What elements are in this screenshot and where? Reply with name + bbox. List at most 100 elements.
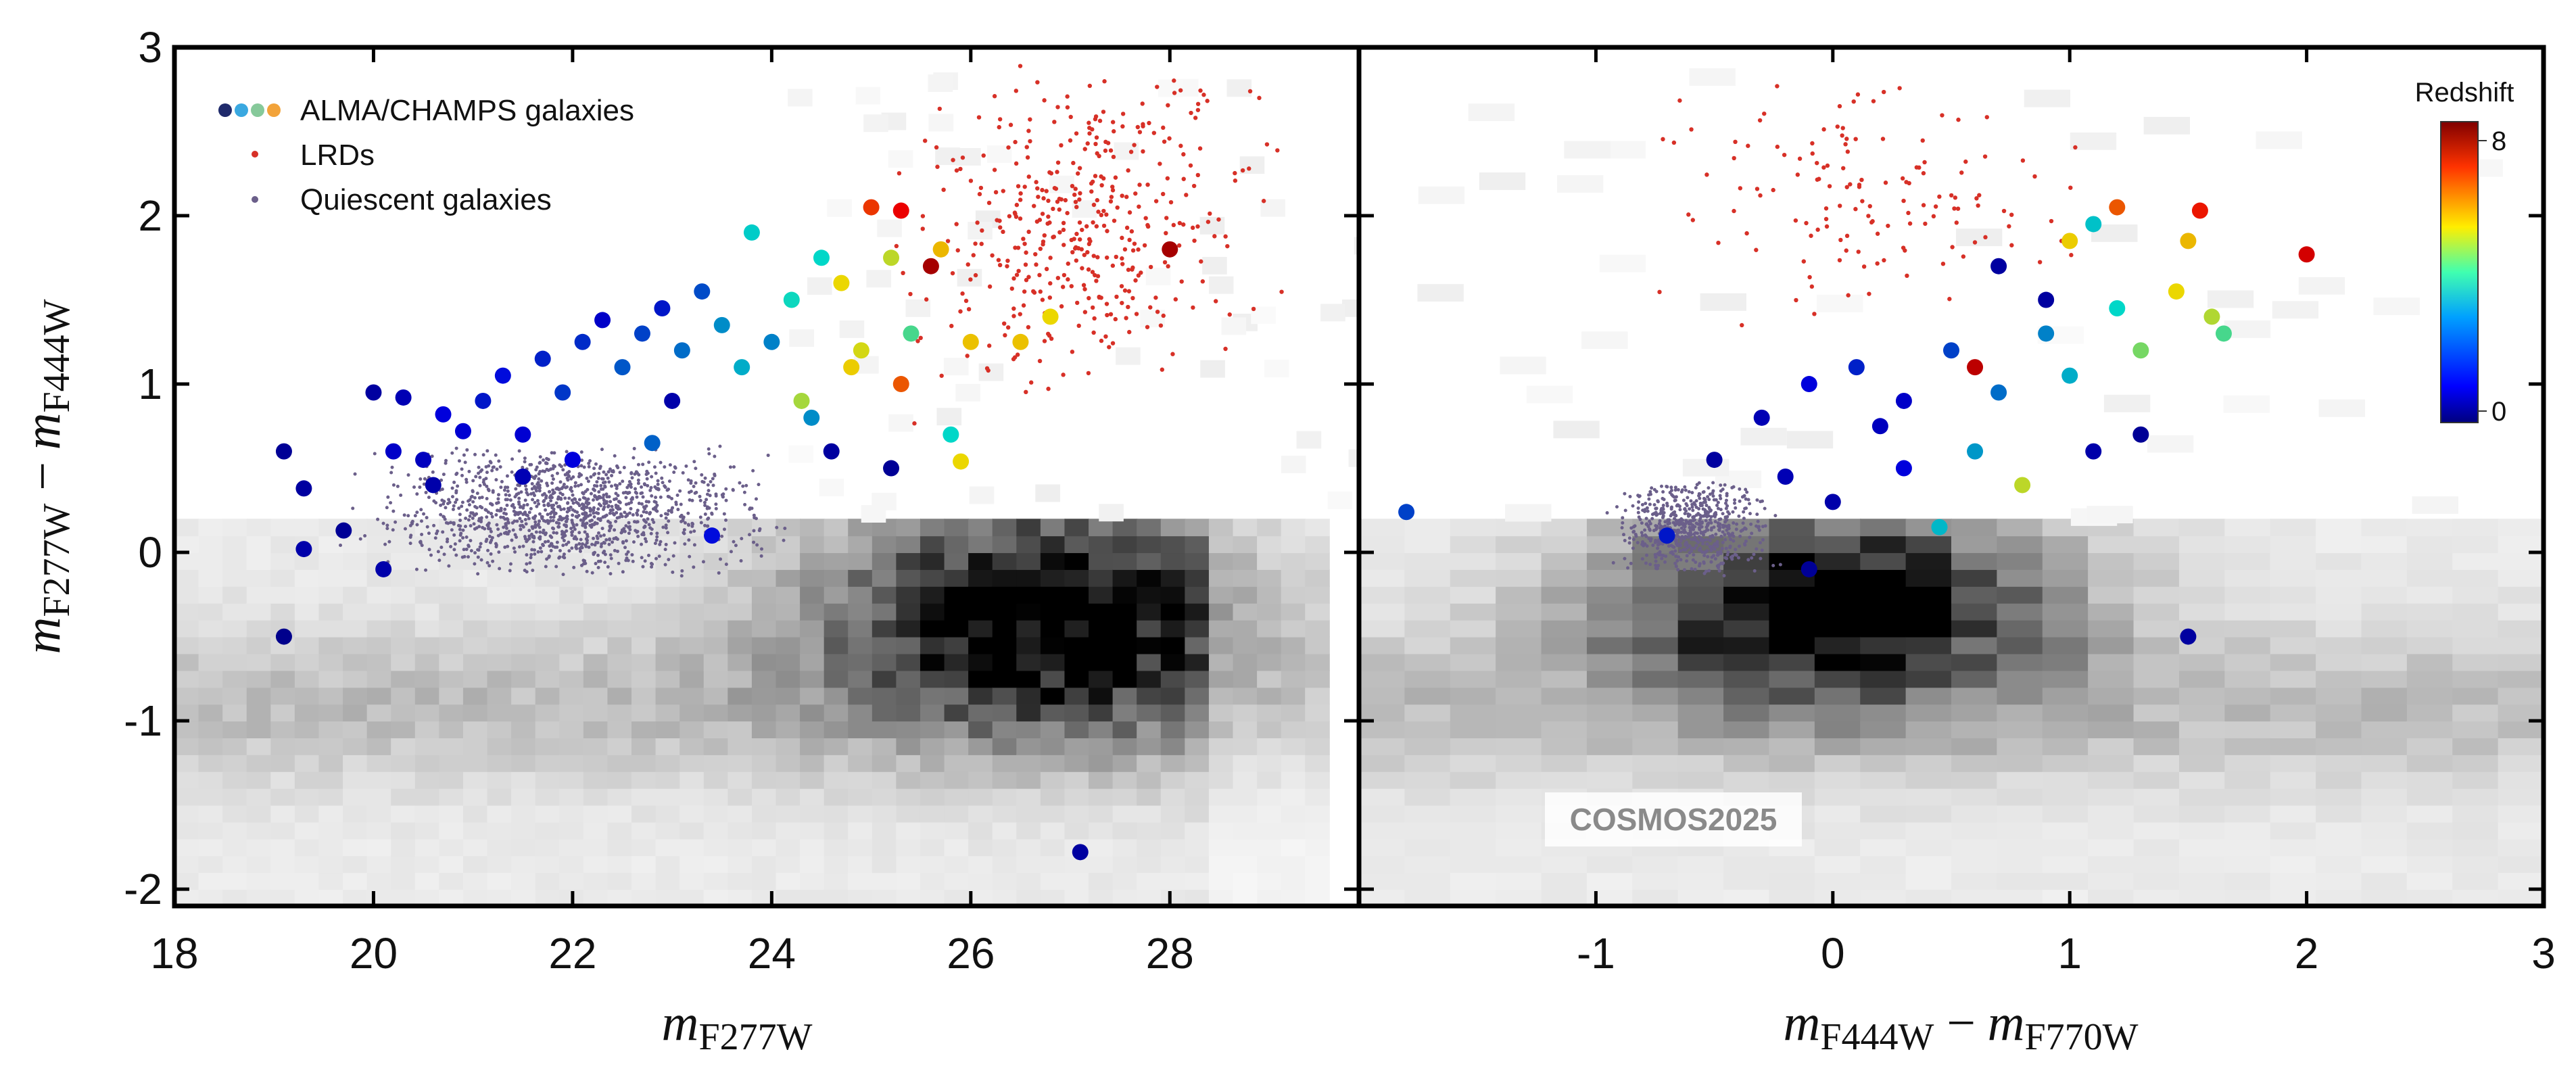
density-bin: [1860, 653, 1907, 671]
density-bin: [1814, 721, 1861, 738]
density-bin: [1137, 653, 1162, 671]
quiescent-point: [521, 465, 525, 469]
quiescent-point: [758, 527, 762, 531]
density-bin: [366, 855, 392, 874]
quiescent-point: [505, 474, 509, 478]
density-bin: [1137, 855, 1162, 874]
density-bin: [1233, 754, 1258, 772]
density-bin: [631, 653, 657, 671]
quiescent-point: [455, 498, 459, 502]
quiescent-point: [1637, 515, 1641, 519]
density-bin: [391, 821, 416, 840]
lrd-point: [1086, 371, 1091, 376]
density-bin: [1541, 653, 1588, 671]
quiescent-point: [353, 472, 357, 476]
colorbar: Redshift 8 0: [2415, 78, 2514, 427]
density-bin: [270, 821, 295, 840]
lrd-point: [1956, 117, 1961, 122]
quiescent-point: [1678, 508, 1682, 512]
quiescent-point: [603, 552, 607, 556]
density-bin: [992, 754, 1018, 772]
density-bin: [679, 788, 705, 806]
density-bin: [1586, 552, 1633, 570]
density-bin: [222, 569, 247, 587]
density-bin: [679, 771, 705, 789]
alma-galaxy-point: [743, 224, 760, 241]
quiescent-point: [542, 500, 546, 504]
density-bin: [511, 653, 536, 671]
density-bin: [1496, 586, 1542, 604]
density-bin: [607, 569, 633, 587]
density-bin: [1112, 619, 1138, 638]
alma-galaxy-point: [793, 392, 810, 409]
density-bin: [294, 704, 320, 722]
density-bin: [751, 670, 777, 688]
quiescent-point: [554, 565, 558, 569]
quiescent-point: [473, 504, 477, 508]
quiescent-point: [544, 461, 548, 465]
density-bin: [2498, 636, 2544, 654]
density-bin: [1955, 229, 2003, 247]
density-bin: [535, 855, 560, 874]
density-bin: [2316, 653, 2362, 671]
density-bin: [1814, 569, 1861, 587]
quiescent-point: [495, 501, 499, 505]
density-bin: [1496, 552, 1542, 570]
quiescent-point: [592, 515, 596, 519]
lrd-point: [1840, 133, 1844, 138]
density-bin: [728, 889, 753, 906]
density-bin: [1677, 872, 1725, 890]
density-bin: [391, 788, 416, 806]
quiescent-point: [1677, 522, 1681, 526]
quiescent-point: [666, 531, 670, 535]
density-bin: [800, 535, 825, 554]
quiescent-point: [1760, 548, 1764, 552]
quiescent-point: [504, 493, 508, 497]
quiescent-point: [1645, 553, 1649, 557]
quiescent-point: [536, 550, 540, 554]
density-bin: [246, 535, 272, 554]
lrd-point: [1801, 259, 1807, 264]
density-bin: [1632, 704, 1679, 722]
density-bin: [391, 687, 416, 705]
quiescent-point: [477, 496, 481, 500]
alma-galaxy-point: [1012, 333, 1029, 350]
density-bin: [2088, 788, 2134, 806]
density-bin: [1677, 586, 1725, 604]
quiescent-point: [569, 505, 573, 509]
density-bin: [439, 855, 464, 874]
density-bin: [2133, 788, 2180, 806]
quiescent-point: [609, 500, 613, 504]
quiescent-point: [530, 487, 534, 491]
quiescent-point: [550, 481, 554, 485]
quiescent-point: [615, 483, 619, 487]
density-bin: [2452, 754, 2499, 772]
quiescent-point: [513, 512, 517, 517]
quiescent-point: [1744, 540, 1748, 544]
quiescent-point: [550, 526, 554, 530]
quiescent-point: [481, 480, 485, 484]
density-bin: [968, 586, 993, 604]
quiescent-point: [700, 479, 705, 483]
lrd-point: [939, 373, 944, 378]
density-bin: [848, 889, 873, 906]
density-bin: [944, 838, 970, 857]
quiescent-point: [552, 451, 556, 455]
quiescent-point: [415, 523, 419, 527]
density-bin: [751, 687, 777, 705]
density-bin: [1089, 855, 1114, 874]
quiescent-point: [593, 488, 597, 492]
quiescent-point: [1673, 513, 1677, 517]
density-bin: [776, 653, 801, 671]
quiescent-point: [681, 517, 685, 521]
density-bin: [343, 889, 368, 906]
density-bin: [944, 889, 970, 906]
density-bin: [1257, 721, 1282, 738]
quiescent-point: [399, 493, 403, 497]
density-bin: [1354, 237, 1359, 255]
lrd-point: [935, 164, 940, 169]
density-bin: [294, 569, 320, 587]
lrd-point: [1143, 216, 1148, 220]
density-bin: [872, 838, 897, 857]
density-bin: [896, 586, 921, 604]
